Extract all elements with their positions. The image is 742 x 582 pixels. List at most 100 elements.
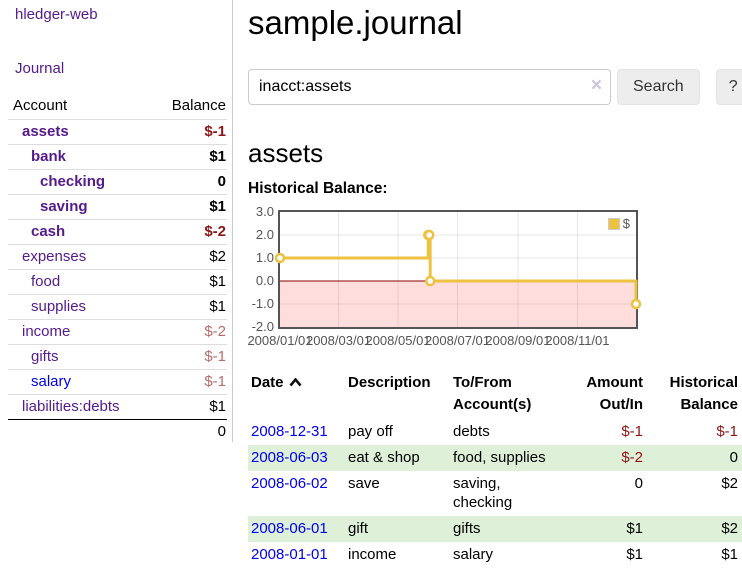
register-row: 2008-06-01 gift gifts $1 $2: [248, 516, 742, 542]
sidebar-item-journal[interactable]: Journal: [15, 60, 65, 77]
account-column-header: Account: [13, 97, 68, 114]
chart-plot: $: [274, 210, 642, 329]
account-row: bank $1: [8, 144, 227, 170]
clear-search-icon[interactable]: ×: [590, 75, 602, 96]
description-column-header: Description: [348, 374, 431, 391]
account-row: saving $1: [8, 194, 227, 220]
account-row: gifts $-1: [8, 344, 227, 370]
account-row: checking 0: [8, 169, 227, 195]
account-cell: salary: [453, 546, 494, 563]
description-cell: eat & shop: [348, 449, 420, 466]
page-title: sample.journal: [248, 4, 463, 41]
description-cell: pay off: [348, 423, 393, 440]
x-axis-label: 2008/01/01: [247, 333, 313, 348]
y-axis-label: -1.0: [251, 296, 274, 311]
account-link[interactable]: salary: [31, 373, 72, 390]
balance-chart: $ 3.0 2.0 1.0 0.0 -1.0 -2.0 2008/01/01 2008/03…: [247, 204, 642, 348]
description-cell: income: [348, 546, 397, 563]
date-link[interactable]: 2008-06-03: [251, 449, 328, 466]
y-axis-label: 0.0: [255, 273, 274, 288]
register-header-row: Date Description To/From Account(s) Amou…: [248, 369, 742, 419]
account-link[interactable]: bank: [31, 148, 67, 165]
x-axis-label: 2008/03/01: [305, 333, 372, 348]
account-balance: 0: [217, 173, 226, 190]
balance-cell: $2: [721, 520, 738, 537]
register-row: 2008-06-02 save saving, checking 0 $2: [248, 471, 742, 516]
account-link[interactable]: food: [31, 273, 61, 290]
account-balance: $2: [209, 248, 226, 265]
account-link[interactable]: income: [22, 323, 71, 340]
accounts-total-row: 0: [8, 419, 227, 445]
date-column-header[interactable]: Date: [248, 369, 345, 419]
register-row: 2008-01-01 income salary $1 $1: [248, 542, 742, 568]
account-link[interactable]: assets: [22, 123, 69, 140]
account-balance: $-2: [204, 223, 226, 240]
search-input[interactable]: [248, 69, 611, 105]
accounts-total-value: 0: [217, 423, 226, 440]
balance-column-header: Balance: [171, 97, 226, 114]
amount-column-header: Amount Out/In: [586, 374, 643, 413]
y-axis-label: 3.0: [255, 204, 274, 219]
chart-heading: Historical Balance:: [248, 180, 388, 197]
chart-legend: $: [606, 216, 631, 231]
amount-cell: $-1: [621, 423, 643, 440]
y-axis-label: 2.0: [255, 227, 274, 242]
x-axis-label: 2008/11/01: [545, 333, 610, 348]
account-link[interactable]: expenses: [22, 248, 87, 265]
account-balance: $1: [209, 198, 226, 215]
balance-column-header: Historical Balance: [669, 374, 738, 413]
account-balance: $-1: [204, 348, 226, 365]
account-balance: $-1: [204, 123, 226, 140]
account-row: expenses $2: [8, 244, 227, 270]
legend-swatch: [607, 218, 620, 230]
help-button[interactable]: ?: [715, 69, 742, 105]
account-balance: $1: [209, 398, 226, 415]
account-link[interactable]: supplies: [31, 298, 87, 315]
account-cell: food, supplies: [453, 449, 546, 466]
account-row: cash $-2: [8, 219, 227, 245]
x-axis-label: 2008/05/01: [365, 333, 431, 348]
balance-cell: $-1: [716, 423, 738, 440]
sidebar: hledger-web Journal Account Balance asse…: [0, 0, 233, 442]
account-link[interactable]: liabilities:debts: [22, 398, 120, 415]
register-row: 2008-06-03 eat & shop food, supplies $-2…: [248, 445, 742, 471]
description-cell: save: [348, 475, 380, 492]
sort-ascending-icon: [289, 377, 302, 387]
date-link[interactable]: 2008-01-01: [251, 546, 328, 563]
account-balance: $-2: [204, 323, 226, 340]
date-link[interactable]: 2008-12-31: [251, 423, 328, 440]
account-cell: gifts: [453, 520, 481, 537]
tofrom-column-header: To/From Account(s): [453, 374, 532, 413]
balance-cell: $2: [721, 475, 738, 492]
y-axis-label: 1.0: [255, 250, 274, 265]
account-link[interactable]: gifts: [31, 348, 59, 365]
y-axis-label: -2.0: [251, 319, 274, 334]
account-link[interactable]: cash: [31, 223, 66, 240]
account-balance: $1: [209, 298, 226, 315]
legend-label: $: [622, 216, 630, 231]
balance-cell: $1: [721, 546, 738, 563]
x-axis-label: 2008/07/01: [424, 333, 491, 348]
account-row: supplies $1: [8, 294, 227, 320]
account-row: liabilities:debts $1: [8, 394, 227, 420]
balance-cell: 0: [729, 449, 738, 466]
date-link[interactable]: 2008-06-02: [251, 475, 328, 492]
accounts-header-row: Account Balance: [8, 94, 227, 120]
account-row: assets $-1: [8, 119, 227, 145]
description-cell: gift: [348, 520, 369, 537]
search-button[interactable]: Search: [617, 69, 700, 105]
amount-cell: $-2: [621, 449, 643, 466]
account-link[interactable]: checking: [40, 173, 106, 190]
account-cell: saving, checking: [453, 475, 513, 511]
amount-cell: 0: [634, 475, 643, 492]
amount-cell: $1: [626, 520, 643, 537]
x-axis-label: 2008/09/01: [485, 333, 551, 348]
account-row: food $1: [8, 269, 227, 295]
account-row: salary $-1: [8, 369, 227, 395]
account-balance: $1: [209, 273, 226, 290]
account-balance: $1: [209, 148, 226, 165]
register-table: Date Description To/From Account(s) Amou…: [248, 369, 742, 568]
date-link[interactable]: 2008-06-01: [251, 520, 328, 537]
brand-link[interactable]: hledger-web: [15, 6, 98, 23]
account-link[interactable]: saving: [40, 198, 88, 215]
